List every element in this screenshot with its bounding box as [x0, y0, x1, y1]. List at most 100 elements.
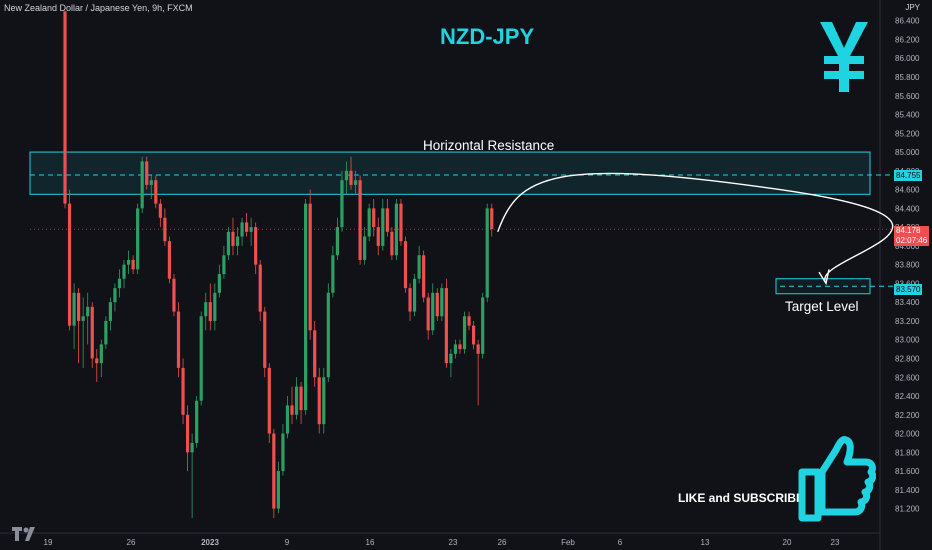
y-tick-label: 83.800	[895, 261, 920, 270]
y-tick-label: 82.000	[895, 430, 920, 439]
y-tick-label: 86.000	[895, 54, 920, 63]
target-price-tag: 83.570	[894, 284, 923, 295]
candle-body	[304, 203, 308, 411]
candle-body	[335, 227, 339, 256]
candle-body	[95, 358, 99, 364]
y-tick-label: 81.200	[895, 505, 920, 514]
candle-body	[444, 288, 448, 364]
candle-body	[222, 255, 226, 275]
y-tick-label: 84.000	[895, 242, 920, 251]
candle-body	[113, 288, 117, 303]
candle-body	[172, 278, 176, 312]
x-tick-label: 13	[701, 538, 710, 547]
target-label: Target Level	[785, 299, 859, 314]
candle-body	[403, 241, 408, 289]
y-tick-label: 83.000	[895, 336, 920, 345]
candle-body	[467, 316, 471, 326]
candle-body	[431, 292, 435, 331]
candle-body	[140, 161, 144, 209]
candle-body	[376, 227, 380, 246]
candle-body	[67, 203, 72, 326]
y-tick-label: 81.800	[895, 448, 920, 457]
x-tick-label: 9	[285, 538, 290, 547]
y-tick-label: 86.200	[895, 35, 920, 44]
candle-body	[195, 400, 199, 443]
resistance-label: Horizontal Resistance	[423, 138, 555, 153]
candle-body	[322, 377, 326, 425]
y-tick-label: 81.400	[895, 486, 920, 495]
candle-body	[90, 306, 94, 359]
y-tick-label: 85.800	[895, 73, 920, 82]
candle-body	[308, 203, 312, 331]
candle-body	[349, 170, 353, 185]
candle-body	[390, 231, 394, 256]
candle-body	[258, 264, 262, 312]
candle-body	[326, 292, 330, 378]
candle-body	[476, 344, 480, 354]
candle-body	[136, 208, 140, 270]
last-price-tag: 84.178 02:07:46	[894, 226, 930, 246]
y-tick-label: 85.400	[895, 111, 920, 120]
candle-body	[245, 222, 249, 232]
candle-body	[417, 255, 421, 279]
x-tick-label: 20	[783, 538, 792, 547]
y-tick-label: 85.600	[895, 92, 920, 101]
y-tick-label: 82.400	[895, 392, 920, 401]
y-tick-label: 82.200	[895, 411, 920, 420]
y-tick-label: 85.200	[895, 129, 920, 138]
currency-label: JPY	[905, 3, 920, 12]
y-tick-label: 83.400	[895, 298, 920, 307]
bar-countdown: 02:07:46	[896, 236, 928, 245]
candle-body	[453, 344, 458, 354]
candle-body	[394, 203, 399, 256]
candle-body	[358, 180, 362, 260]
candle-body	[285, 405, 290, 434]
candle-body	[422, 255, 426, 298]
candle-body	[317, 377, 321, 425]
candle-body	[249, 227, 253, 232]
y-tick-label: 84.600	[895, 186, 920, 195]
candle-body	[294, 386, 299, 415]
x-tick-label: 26	[498, 538, 507, 547]
candle-body	[154, 180, 158, 204]
x-tick-label: 23	[831, 538, 840, 547]
candle-body	[276, 471, 280, 509]
candle-body	[240, 222, 244, 237]
x-tick-label: 23	[449, 538, 458, 547]
x-tick-label: 26	[127, 538, 136, 547]
candle-body	[145, 161, 149, 185]
candle-body	[458, 344, 462, 350]
candle-body	[176, 311, 181, 368]
candle-body	[381, 208, 385, 246]
candle-body	[299, 386, 303, 411]
candle-body	[472, 325, 476, 345]
y-tick-label: 85.000	[895, 148, 920, 157]
candle-body	[485, 208, 489, 298]
candle-body	[462, 316, 467, 350]
resistance-zone	[29, 151, 871, 195]
y-tick-label: 82.600	[895, 373, 920, 382]
candle-body	[449, 353, 453, 364]
last-price-value: 84.178	[896, 226, 921, 235]
thumbs-up-icon[interactable]	[798, 432, 876, 522]
candle-body	[77, 292, 81, 321]
y-tick-label: 83.600	[895, 279, 920, 288]
candle-body	[367, 208, 371, 237]
candle-body	[412, 278, 417, 312]
candle-body	[158, 203, 162, 218]
candle-body	[204, 302, 208, 317]
candle-body	[235, 236, 240, 246]
candle-body	[254, 227, 258, 265]
candle-body	[108, 302, 112, 321]
candle-body	[117, 278, 122, 289]
candle-body	[185, 414, 190, 453]
candle-body	[481, 297, 485, 354]
x-tick-label: 16	[366, 538, 375, 547]
candle-body	[217, 274, 221, 293]
candle-body	[72, 292, 76, 326]
candle-body	[290, 405, 294, 415]
candle-body	[199, 316, 203, 401]
candle-body	[490, 208, 494, 229]
candle-body	[126, 259, 131, 265]
